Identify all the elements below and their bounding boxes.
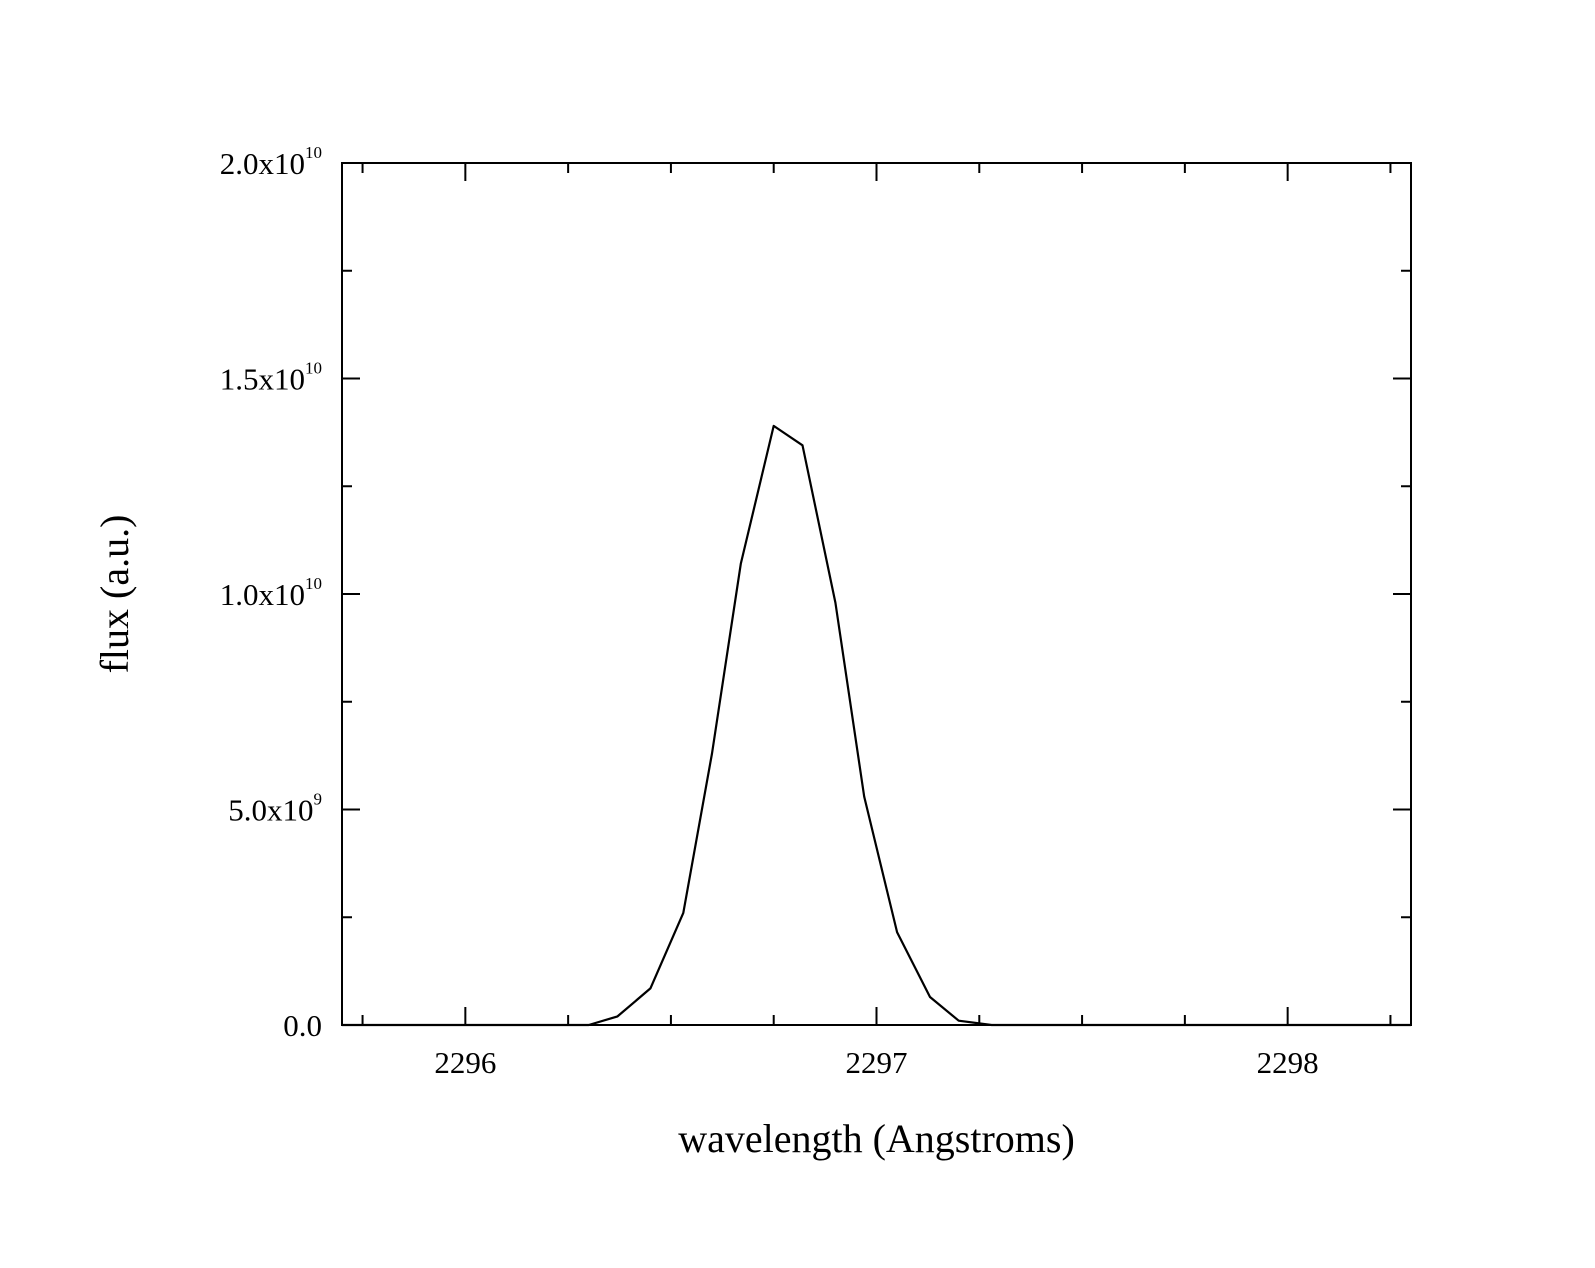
- y-tick-mantissa: 2.0x10: [220, 146, 305, 181]
- series-line: [342, 424, 1411, 1027]
- y-tick-label: 2.0x1010: [220, 143, 322, 181]
- x-tick-label: 2296: [434, 1045, 496, 1080]
- y-tick-label: 0.0: [283, 1008, 322, 1043]
- y-tick-mantissa: 1.0x10: [220, 577, 305, 612]
- y-tick-mantissa: 5.0x10: [228, 793, 313, 828]
- plot-frame: [341, 162, 1412, 1026]
- y-tick-label: 5.0x109: [228, 790, 322, 828]
- y-tick-exponent: 10: [305, 143, 322, 162]
- y-tick-mantissa: 0.0: [283, 1008, 322, 1043]
- y-tick-mantissa: 1.5x10: [220, 362, 305, 397]
- y-axis-title: flux (a.u.): [92, 515, 137, 674]
- y-tick-exponent: 10: [305, 574, 322, 593]
- y-tick-exponent: 9: [314, 790, 323, 809]
- y-tick-exponent: 10: [305, 359, 322, 378]
- x-tick-labels: 2296 2297 2298: [434, 1045, 1318, 1080]
- x-tick-label: 2298: [1257, 1045, 1319, 1080]
- x-axis-title: wavelength (Angstroms): [678, 1116, 1075, 1161]
- y-tick-label: 1.0x1010: [220, 574, 322, 612]
- y-tick-label: 1.5x1010: [220, 359, 322, 397]
- x-tick-label: 2297: [846, 1045, 908, 1080]
- tick-marks: [342, 162, 1411, 1026]
